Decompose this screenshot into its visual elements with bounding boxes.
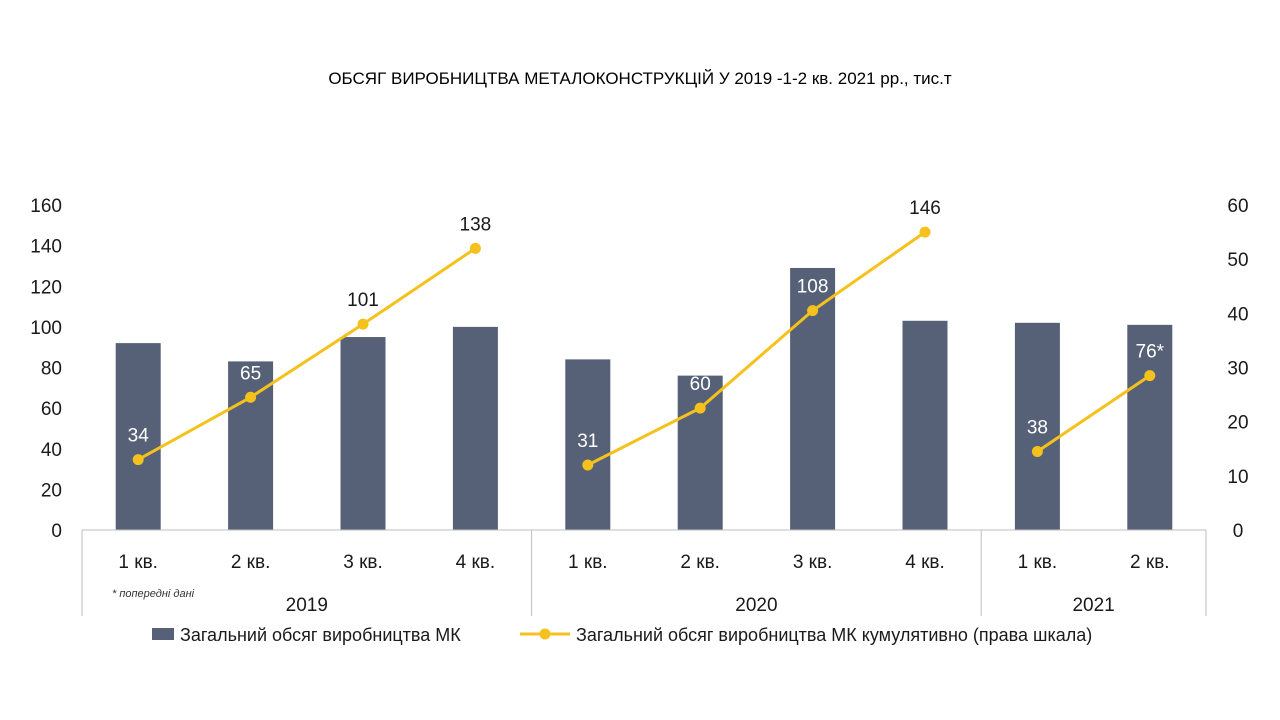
line-point <box>357 318 369 330</box>
chart-title: ОБСЯГ ВИРОБНИЦТВА МЕТАЛОКОНСТРУКЦІЙ У 20… <box>328 69 952 88</box>
left-tick-label: 40 <box>41 440 62 461</box>
line-point <box>1031 445 1043 457</box>
category-label: 2 кв. <box>680 552 720 573</box>
left-tick-label: 160 <box>30 196 62 217</box>
right-tick-label: 0 <box>1233 521 1244 542</box>
line-data-label: 108 <box>797 277 829 298</box>
bar <box>1127 324 1173 530</box>
line-segment <box>1036 374 1151 453</box>
line-data-label: 31 <box>577 431 598 452</box>
line-point <box>1144 370 1156 382</box>
category-axis <box>81 529 1207 616</box>
line-point <box>694 402 706 414</box>
year-label: 2019 <box>286 595 328 616</box>
right-tick-label: 20 <box>1227 413 1248 434</box>
right-tick-label: 10 <box>1227 467 1248 488</box>
right-tick-label: 50 <box>1227 250 1248 271</box>
bar <box>228 361 274 530</box>
bar <box>340 337 386 530</box>
left-tick-label: 0 <box>51 521 62 542</box>
line-point <box>807 305 819 317</box>
line-point <box>582 459 594 471</box>
legend: Загальний обсяг виробництва МК Загальний… <box>152 625 1092 645</box>
legend-line-label: Загальний обсяг виробництва МК кумулятив… <box>576 625 1092 645</box>
year-label: 2020 <box>735 595 777 616</box>
right-tick-label: 60 <box>1227 196 1248 217</box>
legend-bar-swatch <box>152 628 174 640</box>
left-axis: 0 20 40 60 80 100 120 140 160 <box>30 196 62 542</box>
line-segment <box>137 247 477 461</box>
line-point <box>245 391 257 403</box>
bar <box>902 320 948 530</box>
bar <box>115 343 161 530</box>
category-label: 3 кв. <box>343 552 383 573</box>
line-point <box>919 226 931 238</box>
line-data-label: 38 <box>1027 417 1048 438</box>
left-tick-label: 120 <box>30 277 62 298</box>
line-point <box>132 454 144 466</box>
line-series <box>132 226 1156 471</box>
legend-line-marker <box>539 628 551 640</box>
category-label: 1 кв. <box>568 552 608 573</box>
year-label: 2021 <box>1072 595 1114 616</box>
category-labels: 1 кв. 2 кв. 3 кв. 4 кв. 1 кв. 2 кв. 3 кв. 4 кв.… <box>118 552 1169 573</box>
line-data-label: 65 <box>240 363 261 384</box>
right-tick-label: 40 <box>1227 304 1248 325</box>
left-tick-label: 80 <box>41 359 62 380</box>
line-segment <box>587 230 926 467</box>
line-data-label: 76* <box>1136 342 1165 363</box>
line-data-label: 101 <box>347 290 379 311</box>
line-data-label: 60 <box>690 374 711 395</box>
category-label: 1 кв. <box>118 552 158 573</box>
left-tick-label: 140 <box>30 237 62 258</box>
category-label: 1 кв. <box>1018 552 1058 573</box>
bar <box>452 326 498 530</box>
data-labels: 34 65 101 138 31 60 108 146 38 76* <box>128 198 1165 452</box>
bar-series <box>115 267 1173 530</box>
year-labels: 2019 2020 2021 <box>286 595 1115 616</box>
left-tick-label: 60 <box>41 399 62 420</box>
category-label: 4 кв. <box>905 552 945 573</box>
right-tick-label: 30 <box>1227 359 1248 380</box>
line-data-label: 138 <box>460 214 492 235</box>
line-data-label: 34 <box>128 426 150 447</box>
category-label: 4 кв. <box>456 552 496 573</box>
left-tick-label: 20 <box>41 480 62 501</box>
bar <box>565 359 611 530</box>
footnote: * попередні дані <box>112 588 195 600</box>
bar <box>677 375 723 530</box>
category-label: 2 кв. <box>231 552 271 573</box>
line-point <box>469 242 481 254</box>
bar <box>1014 322 1060 530</box>
left-tick-label: 100 <box>30 318 62 339</box>
legend-bar-label: Загальний обсяг виробництва МК <box>180 625 461 645</box>
category-label: 2 кв. <box>1130 552 1170 573</box>
line-data-label: 146 <box>909 198 941 219</box>
category-label: 3 кв. <box>793 552 833 573</box>
right-axis: 0 10 20 30 40 50 60 <box>1227 196 1248 542</box>
